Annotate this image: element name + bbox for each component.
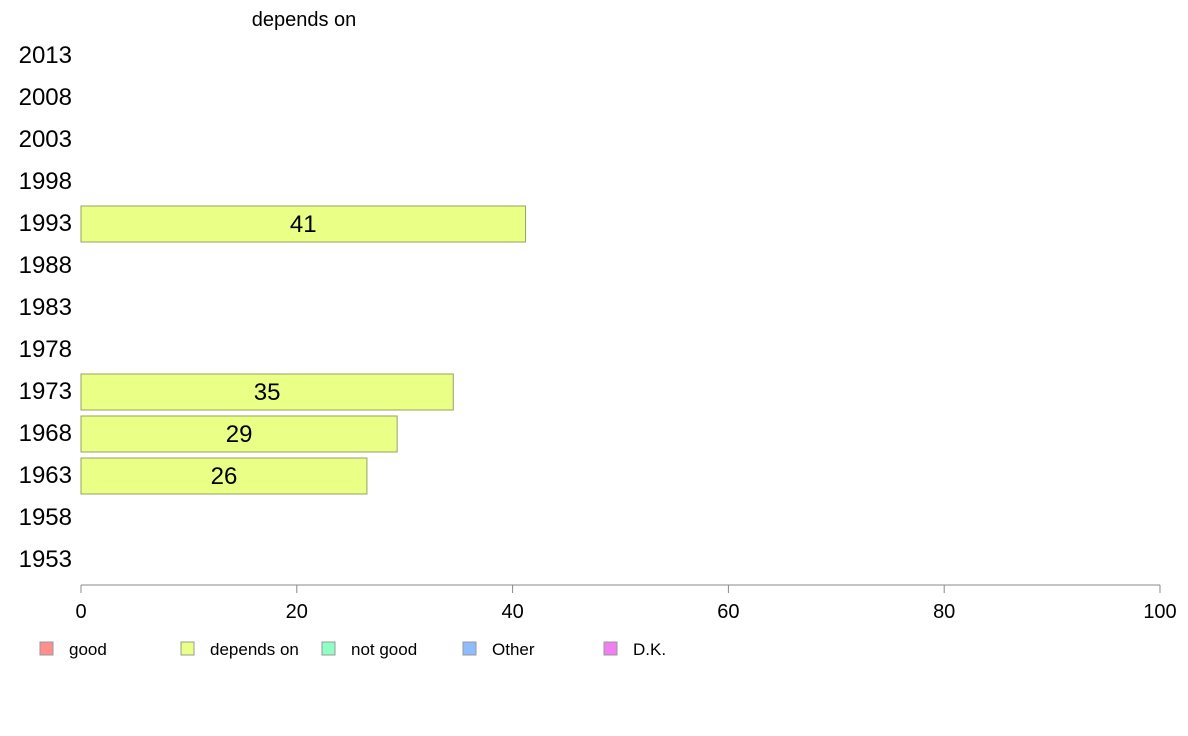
x-axis: 0 20 40 60 80 100 (75, 584, 1177, 623)
y-tick-label: 1958 (19, 504, 72, 531)
data-label: 29 (226, 421, 253, 448)
legend-label: depends on (210, 640, 299, 659)
bar (80, 205, 527, 243)
y-tick-label: 1978 (19, 336, 72, 363)
y-tick-label: 1968 (19, 420, 72, 447)
x-tick-label: 20 (286, 601, 308, 623)
data-label: 41 (290, 211, 317, 238)
bar (80, 373, 454, 411)
x-tick-label: 80 (933, 601, 955, 623)
bar (80, 457, 368, 495)
x-tick-label: 40 (501, 601, 523, 623)
legend: good depends on not good Other D.K. (39, 640, 666, 659)
legend-label: D.K. (633, 640, 666, 659)
y-tick-label: 1993 (19, 210, 72, 237)
legend-swatch (180, 641, 195, 656)
legend-label: not good (351, 640, 417, 659)
bar (80, 415, 398, 453)
y-tick-label: 2003 (19, 126, 72, 153)
y-tick-label: 1953 (19, 546, 72, 573)
y-tick-label: 1963 (19, 462, 72, 489)
legend-label: Other (492, 640, 535, 659)
legend-label: good (69, 640, 107, 659)
y-tick-label: 1988 (19, 252, 72, 279)
legend-swatch (321, 641, 336, 656)
y-tick-label: 1998 (19, 168, 72, 195)
data-label: 26 (211, 463, 238, 490)
chart-title: depends on (252, 9, 357, 31)
x-tick-label: 100 (1143, 601, 1176, 623)
y-tick-label: 1973 (19, 378, 72, 405)
legend-swatch (39, 641, 54, 656)
data-label: 35 (254, 379, 281, 406)
y-tick-label: 1983 (19, 294, 72, 321)
legend-swatch (603, 641, 618, 656)
y-axis-labels: 2013 2008 2003 1998 1993 1988 1983 1978 1973 1968… (19, 42, 72, 573)
legend-swatch (462, 641, 477, 656)
x-tick-label: 0 (75, 601, 86, 623)
y-tick-label: 2013 (19, 42, 72, 69)
y-tick-label: 2008 (19, 84, 72, 111)
x-tick-label: 60 (717, 601, 739, 623)
